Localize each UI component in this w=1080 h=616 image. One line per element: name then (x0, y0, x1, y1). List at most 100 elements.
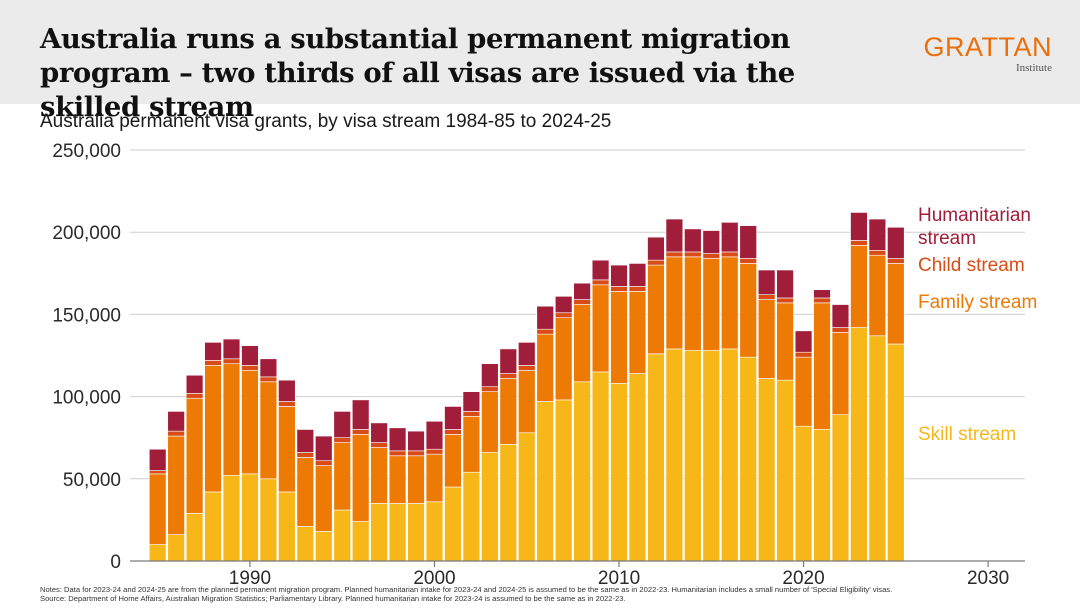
bar-segment-family (259, 381, 278, 480)
bar-segment-skill (850, 327, 868, 562)
grattan-logo: GRATTAN Institute (924, 34, 1053, 75)
bar-segment-humanitarian (278, 379, 296, 402)
bar-segment-family (167, 435, 185, 535)
bar-segment-humanitarian (573, 282, 591, 300)
chart-subtitle: Australia permanent visa grants, by visa… (40, 111, 612, 132)
y-tick-label: 150,000 (52, 305, 121, 326)
bar-segment-humanitarian (518, 342, 536, 366)
bar-segment-child (610, 286, 628, 292)
bar-segment-skill (573, 381, 591, 562)
bar-segment-humanitarian (813, 289, 831, 299)
legend-line: Skill stream (918, 424, 1016, 445)
bar-segment-humanitarian (684, 228, 702, 253)
legend-line: stream (918, 228, 976, 249)
bar-segment-humanitarian (665, 218, 684, 253)
chart-title: Australia runs a substantial permanent m… (40, 23, 795, 123)
bar-segment-skill (204, 491, 222, 562)
bar-segment-skill (536, 401, 554, 562)
bar-segment-humanitarian (721, 222, 739, 253)
bar-segment-skill (462, 471, 481, 562)
bar-segment-family (739, 263, 757, 358)
bar-segment-child (868, 249, 887, 256)
bar-segment-child (222, 358, 241, 365)
bar-segment-humanitarian (462, 391, 481, 412)
bar-segment-humanitarian (887, 226, 905, 259)
notes-text: Notes: Data for 2023-24 and 2024-25 are … (40, 585, 893, 594)
y-tick-label: 200,000 (52, 223, 121, 244)
bar-segment-family (628, 291, 647, 374)
legend-label-skill: Skill stream (918, 424, 1016, 445)
bar-segment-skill (721, 348, 739, 562)
bar-segment-humanitarian (499, 348, 517, 374)
bar-segment-child (536, 328, 554, 335)
bar-segment-humanitarian (333, 411, 351, 438)
bar-segment-family (887, 263, 905, 345)
y-tick-label: 0 (110, 552, 121, 573)
bar-segment-family (757, 299, 776, 379)
bar-segment-family (554, 317, 573, 401)
bar-segment-family (647, 264, 665, 355)
bar-segment-family (333, 442, 351, 511)
bar-segment-family (204, 365, 222, 493)
bar-segment-family (278, 406, 296, 493)
legend-label-humanitarian: Humanitarian stream (918, 205, 1031, 249)
bar-segment-skill (333, 509, 351, 562)
logo-wordmark: GRATTAN (923, 32, 1052, 62)
bar-segment-skill (407, 503, 425, 562)
bar-segment-child (887, 258, 905, 264)
bar-segment-humanitarian (647, 236, 665, 261)
bar-segment-skill (241, 473, 259, 562)
bar-segment-skill (610, 383, 628, 562)
bar-segment-skill (315, 531, 333, 562)
bar-segment-family (536, 333, 554, 402)
bar-segment-skill (185, 513, 204, 562)
bar-segment-child (591, 279, 610, 286)
bar-segment-humanitarian (481, 363, 499, 388)
logo-subtitle: Institute (1015, 62, 1052, 74)
y-tick-label: 100,000 (52, 388, 121, 409)
bar-segment-humanitarian (591, 259, 610, 281)
bar-segment-family (425, 453, 444, 503)
bar-segment-family (794, 356, 813, 427)
bar-segment-skill (278, 491, 296, 562)
bar-segment-humanitarian (259, 358, 278, 378)
bar-segment-family (665, 256, 684, 350)
bar-segment-child (185, 393, 204, 399)
bar-segment-family (296, 457, 315, 527)
bar-segment-family (222, 363, 241, 476)
legend-line: Child stream (918, 255, 1025, 276)
bar-segment-child (388, 450, 407, 457)
bar-segment-humanitarian (757, 269, 776, 295)
bar-segment-child (259, 376, 278, 383)
legend-label-child: Child stream (918, 255, 1025, 276)
bar-segment-humanitarian (702, 230, 720, 254)
bar-segment-skill (665, 348, 684, 562)
bar-segment-family (776, 302, 794, 381)
bar-segment-humanitarian (185, 374, 204, 394)
bar-segment-child (296, 452, 315, 458)
bar-segment-child (425, 448, 444, 455)
bar-segment-child (647, 259, 665, 266)
bar-segment-skill (554, 399, 573, 562)
header-band: Australia runs a substantial permanent m… (0, 0, 1080, 123)
bar-segment-skill (370, 503, 388, 562)
bar-segment-child (721, 251, 739, 258)
bar-segment-skill (481, 452, 499, 562)
bar-segment-family (850, 245, 868, 328)
bar-segment-family (499, 378, 517, 445)
bar-segment-child (351, 429, 370, 435)
bar-segment-skill (518, 432, 536, 562)
y-tick-label: 50,000 (63, 470, 121, 491)
bar-segment-humanitarian (831, 304, 850, 328)
bar-segment-humanitarian (628, 263, 647, 287)
bar-segment-child (573, 299, 591, 305)
bar-segment-humanitarian (850, 212, 868, 241)
bar-segment-child (684, 251, 702, 258)
bar-segment-skill (739, 356, 757, 562)
bar-segment-child (554, 312, 573, 318)
bar-segment-skill (444, 486, 462, 562)
bar-segment-family (462, 416, 481, 473)
bar-segment-humanitarian (296, 429, 315, 453)
bar-segment-skill (296, 526, 315, 562)
